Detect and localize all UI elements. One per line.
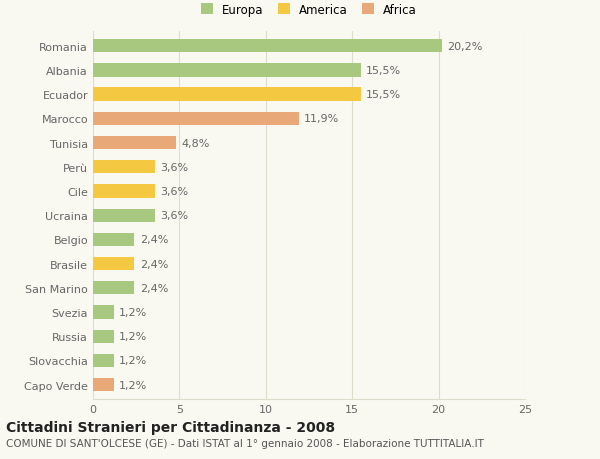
Bar bbox=[93, 209, 155, 222]
Text: 2,4%: 2,4% bbox=[140, 235, 168, 245]
Bar bbox=[93, 112, 299, 126]
Bar bbox=[93, 281, 134, 295]
Text: COMUNE DI SANT'OLCESE (GE) - Dati ISTAT al 1° gennaio 2008 - Elaborazione TUTTIT: COMUNE DI SANT'OLCESE (GE) - Dati ISTAT … bbox=[6, 438, 484, 448]
Bar bbox=[93, 137, 176, 150]
Text: 1,2%: 1,2% bbox=[119, 308, 147, 317]
Text: 3,6%: 3,6% bbox=[160, 186, 188, 196]
Text: 15,5%: 15,5% bbox=[366, 90, 401, 100]
Text: 1,2%: 1,2% bbox=[119, 356, 147, 366]
Bar bbox=[93, 185, 155, 198]
Text: 2,4%: 2,4% bbox=[140, 259, 168, 269]
Text: 11,9%: 11,9% bbox=[304, 114, 339, 124]
Text: 1,2%: 1,2% bbox=[119, 380, 147, 390]
Text: 4,8%: 4,8% bbox=[181, 138, 209, 148]
Text: 1,2%: 1,2% bbox=[119, 331, 147, 341]
Text: 20,2%: 20,2% bbox=[447, 42, 482, 51]
Legend: Europa, America, Africa: Europa, America, Africa bbox=[199, 1, 419, 19]
Text: 2,4%: 2,4% bbox=[140, 283, 168, 293]
Text: 3,6%: 3,6% bbox=[160, 211, 188, 221]
Bar bbox=[93, 330, 114, 343]
Bar bbox=[93, 161, 155, 174]
Text: 15,5%: 15,5% bbox=[366, 66, 401, 76]
Bar bbox=[93, 233, 134, 246]
Text: 3,6%: 3,6% bbox=[160, 162, 188, 173]
Bar bbox=[93, 257, 134, 271]
Bar bbox=[93, 354, 114, 367]
Bar bbox=[93, 88, 361, 101]
Bar bbox=[93, 378, 114, 392]
Bar bbox=[93, 306, 114, 319]
Bar bbox=[93, 40, 442, 53]
Text: Cittadini Stranieri per Cittadinanza - 2008: Cittadini Stranieri per Cittadinanza - 2… bbox=[6, 420, 335, 434]
Bar bbox=[93, 64, 361, 78]
